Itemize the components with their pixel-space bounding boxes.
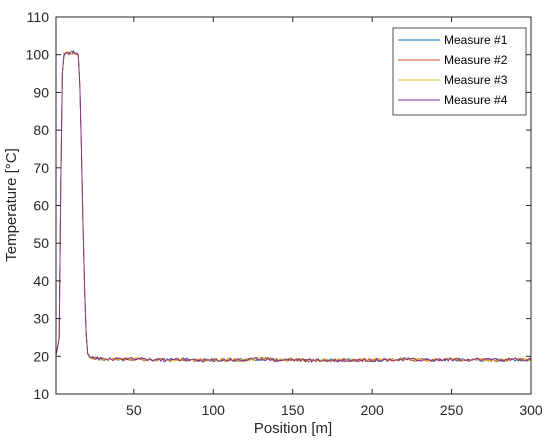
x-tick-label: 250 xyxy=(440,402,464,418)
legend-label: Measure #2 xyxy=(444,53,508,67)
legend-label: Measure #4 xyxy=(444,93,508,107)
series-line-measure-4 xyxy=(55,50,532,363)
y-tick-label: 80 xyxy=(33,122,49,138)
y-tick-label: 60 xyxy=(33,198,49,214)
y-tick-label: 50 xyxy=(33,235,49,251)
y-tick-label: 10 xyxy=(33,386,49,402)
y-tick-label: 90 xyxy=(33,84,49,100)
y-axis: 10 20 30 40 50 60 70 80 90 100 110 xyxy=(26,9,531,402)
y-tick-label: 70 xyxy=(33,160,49,176)
y-tick-label: 100 xyxy=(26,47,50,63)
legend-label: Measure #3 xyxy=(444,73,508,87)
legend: Measure #1 Measure #2 Measure #3 Measure #4 xyxy=(392,27,527,116)
y-tick-label: 30 xyxy=(33,311,49,327)
x-tick-label: 150 xyxy=(281,402,305,418)
y-tick-label: 110 xyxy=(27,9,50,25)
y-tick-label: 20 xyxy=(33,348,49,364)
legend-label: Measure #1 xyxy=(444,33,508,47)
x-tick-label: 200 xyxy=(360,402,384,418)
series-layer xyxy=(55,50,532,363)
y-axis-label: Temperature [°C] xyxy=(3,148,20,262)
x-tick-label: 100 xyxy=(202,402,226,418)
x-axis: 50 100 150 200 250 300 xyxy=(126,17,543,418)
x-tick-label: 50 xyxy=(126,402,142,418)
x-tick-label: 300 xyxy=(519,402,543,418)
x-axis-label: Position [m] xyxy=(254,420,332,437)
y-tick-label: 40 xyxy=(33,273,49,289)
